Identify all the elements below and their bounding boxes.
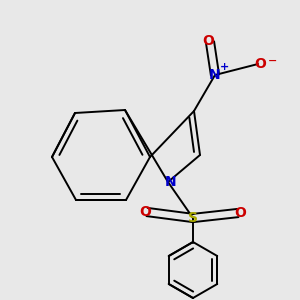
Text: O: O — [202, 34, 214, 48]
Text: −: − — [268, 56, 278, 66]
Text: N: N — [164, 175, 176, 189]
Text: N: N — [209, 68, 221, 82]
Text: S: S — [188, 211, 198, 225]
Text: +: + — [220, 62, 230, 73]
Text: O: O — [139, 205, 151, 219]
Text: O: O — [254, 57, 266, 71]
Text: O: O — [234, 206, 246, 220]
